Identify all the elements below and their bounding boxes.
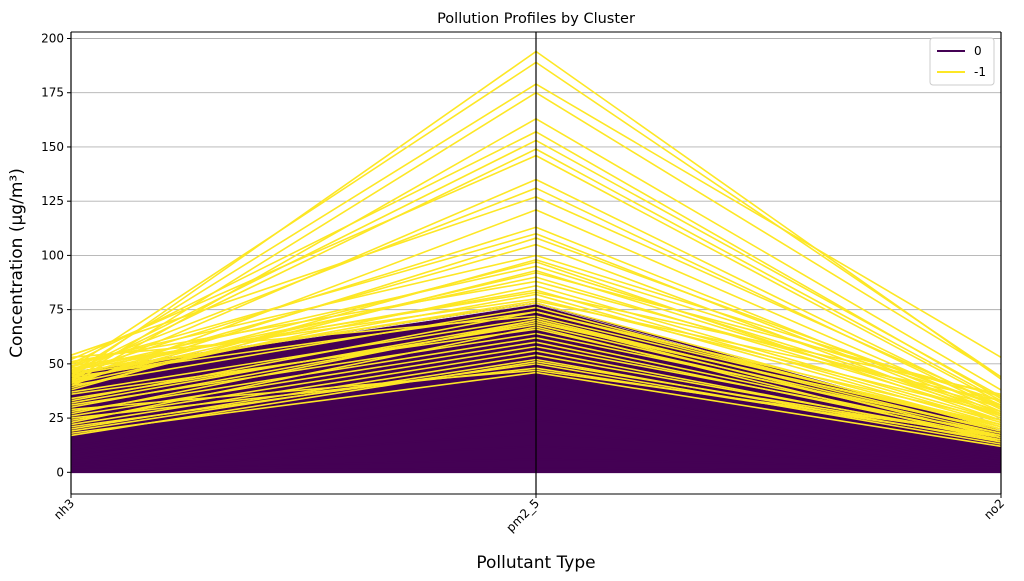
y-tick-label: 150 <box>41 140 64 154</box>
y-tick-label: 100 <box>41 248 64 262</box>
y-tick-label: 25 <box>49 411 64 425</box>
y-tick-label: 200 <box>41 32 64 46</box>
y-tick-label: 0 <box>56 465 64 479</box>
chart-title: Pollution Profiles by Cluster <box>437 11 635 27</box>
x-axis-title: Pollutant Type <box>476 553 595 573</box>
y-tick-label: 125 <box>41 194 64 208</box>
x-tick-label: nh3 <box>51 496 77 522</box>
y-tick-label: 75 <box>49 303 64 317</box>
legend-label: -1 <box>974 65 986 79</box>
plot-frame <box>70 31 1002 495</box>
legend: 0 -1 <box>929 37 995 86</box>
y-tick-label: 175 <box>41 86 64 100</box>
legend-box <box>929 37 995 86</box>
y-axis-title: Concentration (µg/m³) <box>7 168 27 358</box>
y-tick-label: 50 <box>49 357 64 371</box>
x-tick-label: pm2_5 <box>504 496 543 535</box>
x-tick-label: no2 <box>981 496 1007 522</box>
legend-label: 0 <box>974 44 982 58</box>
